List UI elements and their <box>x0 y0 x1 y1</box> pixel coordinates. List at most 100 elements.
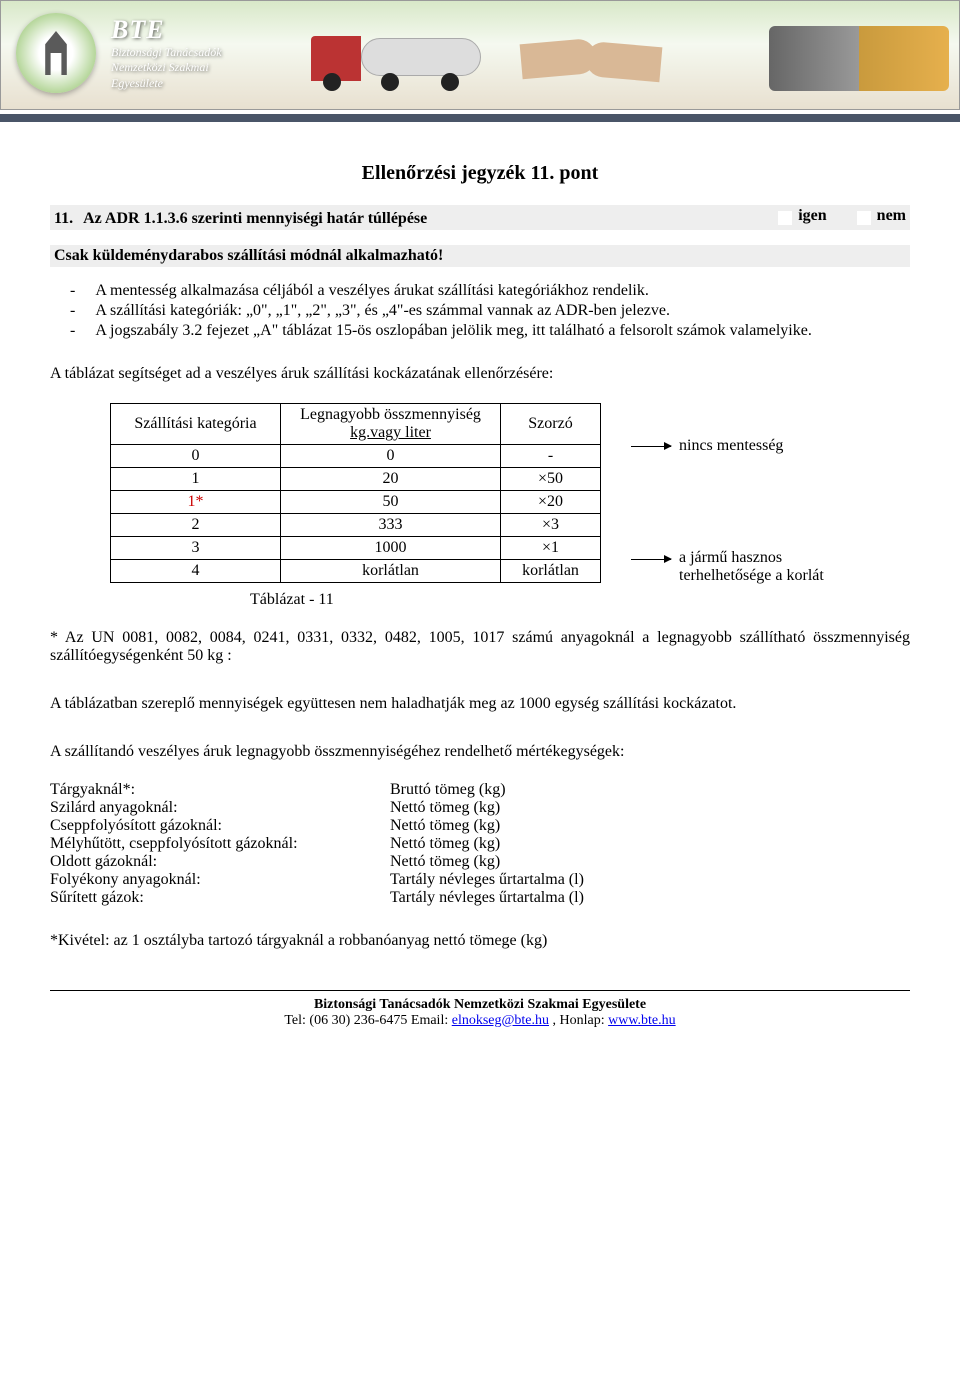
unit-row: Folyékony anyagoknál:Tartály névleges űr… <box>50 871 910 889</box>
table-cell: 20 <box>281 468 501 491</box>
table-cell: 3 <box>111 537 281 560</box>
note-bottom: a jármű hasznos terhelhetősége a korlát <box>631 549 869 585</box>
units-list: Tárgyaknál*:Bruttó tömeg (kg) Szilárd an… <box>50 781 910 907</box>
table-row: 120×50 <box>111 468 601 491</box>
question-row: 11. Az ADR 1.1.3.6 szerinti mennyiségi h… <box>50 205 910 230</box>
footer-email-link[interactable]: elnokseg@bte.hu <box>452 1013 549 1028</box>
table-cell: korlátlan <box>501 560 601 583</box>
limit-paragraph: A táblázatban szereplő mennyiségek együt… <box>50 695 910 713</box>
checkbox-yes-icon[interactable] <box>778 211 792 225</box>
option-yes-label: igen <box>798 207 826 225</box>
option-yes: igen <box>778 207 826 225</box>
table-row: 31000×1 <box>111 537 601 560</box>
bullet-text: A jogszabály 3.2 fejezet „A" táblázat 15… <box>95 322 812 340</box>
footer-site-link[interactable]: www.bte.hu <box>608 1013 676 1028</box>
bullet-item: A jogszabály 3.2 fejezet „A" táblázat 15… <box>50 322 910 340</box>
banner-sub3: Egyesülete <box>111 76 222 92</box>
table-intro: A táblázat segítséget ad a veszélyes áru… <box>50 365 910 383</box>
unit-value: Nettó tömeg (kg) <box>390 799 500 817</box>
table-cell: - <box>501 445 601 468</box>
table-cell: 1000 <box>281 537 501 560</box>
checkbox-no-icon[interactable] <box>857 211 871 225</box>
footer-site-label: , Honlap: <box>549 1013 608 1028</box>
banner-sub1: Biztonsági Tanácsadók <box>111 45 222 61</box>
bullet-text: A mentesség alkalmazása céljából a veszé… <box>95 282 649 300</box>
table-header-row: Szállítási kategória Legnagyobb összmenn… <box>111 404 601 445</box>
table-cell: 333 <box>281 514 501 537</box>
unit-row: Oldott gázoknál:Nettó tömeg (kg) <box>50 853 910 871</box>
table-caption: Táblázat - 11 <box>250 591 910 609</box>
table-cell: 4 <box>111 560 281 583</box>
unit-label: Mélyhűtött, cseppfolyósított gázoknál: <box>50 835 390 853</box>
note-bottom-text: a jármű hasznos terhelhetősége a korlát <box>679 549 869 585</box>
star-paragraph: * Az UN 0081, 0082, 0084, 0241, 0331, 03… <box>50 629 910 665</box>
table-cell: ×50 <box>501 468 601 491</box>
page-title-row: Ellenőrzési jegyzék 11. pont <box>50 162 910 185</box>
unit-value: Tartály névleges űrtartalma (l) <box>390 889 584 907</box>
table-row: 00- <box>111 445 601 468</box>
page-content: Ellenőrzési jegyzék 11. pont 11. Az ADR … <box>0 162 960 1029</box>
bullet-item: A mentesség alkalmazása céljából a veszé… <box>50 282 910 300</box>
unit-row: Mélyhűtött, cseppfolyósított gázoknál:Ne… <box>50 835 910 853</box>
unit-label: Szilárd anyagoknál: <box>50 799 390 817</box>
unit-value: Nettó tömeg (kg) <box>390 835 500 853</box>
table-header: Szállítási kategória <box>111 404 281 445</box>
bullet-text: A szállítási kategóriák: „0", „1", „2", … <box>95 302 670 320</box>
unit-label: Tárgyaknál*: <box>50 781 390 799</box>
table-cell: ×20 <box>501 491 601 514</box>
table-header: Legnagyobb összmennyiségkg.vagy liter <box>281 404 501 445</box>
page-footer: Biztonsági Tanácsadók Nemzetközi Szakmai… <box>50 990 910 1029</box>
table-cell: 2 <box>111 514 281 537</box>
unit-label: Cseppfolyósított gázoknál: <box>50 817 390 835</box>
note-top: nincs mentesség <box>631 437 783 455</box>
table-cell: ×1 <box>501 537 601 560</box>
table-cell: 1* <box>111 491 281 514</box>
bullet-item: A szállítási kategóriák: „0", „1", „2", … <box>50 302 910 320</box>
table-body: 00- 120×50 1*50×20 2333×3 31000×1 4korlá… <box>111 445 601 583</box>
arrow-icon <box>631 559 671 560</box>
unit-value: Nettó tömeg (kg) <box>390 817 500 835</box>
table-header: Szorzó <box>501 404 601 445</box>
unit-label: Oldott gázoknál: <box>50 853 390 871</box>
question-number: 11. <box>54 210 73 228</box>
unit-row: Tárgyaknál*:Bruttó tömeg (kg) <box>50 781 910 799</box>
question-text: Az ADR 1.1.3.6 szerinti mennyiségi határ… <box>83 210 748 228</box>
unit-value: Bruttó tömeg (kg) <box>390 781 506 799</box>
banner-sub2: Nemzetközi Szakmai <box>111 60 222 76</box>
table-cell: ×3 <box>501 514 601 537</box>
arrow-icon <box>631 446 671 447</box>
table-row: 4korlátlankorlátlan <box>111 560 601 583</box>
banner-brand: BTE Biztonsági Tanácsadók Nemzetközi Sza… <box>16 13 222 93</box>
units-intro: A szállítandó veszélyes áruk legnagyobb … <box>50 743 910 761</box>
table-cell: 50 <box>281 491 501 514</box>
exception-paragraph: *Kivétel: az 1 osztályba tartozó tárgyak… <box>50 932 910 950</box>
subtitle: Csak küldeménydarabos szállítási módnál … <box>50 245 910 267</box>
table-cell: korlátlan <box>281 560 501 583</box>
option-no-label: nem <box>877 207 906 225</box>
table-wrap: Szállítási kategória Legnagyobb összmenn… <box>50 403 910 583</box>
footer-org: Biztonsági Tanácsadók Nemzetközi Szakmai… <box>50 997 910 1013</box>
unit-label: Sűrített gázok: <box>50 889 390 907</box>
unit-row: Sűrített gázok:Tartály névleges űrtartal… <box>50 889 910 907</box>
bullet-list: A mentesség alkalmazása céljából a veszé… <box>50 282 910 340</box>
banner-text: BTE Biztonsági Tanácsadók Nemzetközi Sza… <box>111 15 222 92</box>
unit-value: Tartály névleges űrtartalma (l) <box>390 871 584 889</box>
table-cell: 0 <box>281 445 501 468</box>
footer-contact: Tel: (06 30) 236-6475 Email: elnokseg@bt… <box>50 1013 910 1029</box>
bte-logo-icon <box>16 13 96 93</box>
handshake-illustration-icon <box>521 26 661 91</box>
option-no: nem <box>857 207 906 225</box>
category-table: Szállítási kategória Legnagyobb összmenn… <box>110 403 601 583</box>
header-banner: BTE Biztonsági Tanácsadók Nemzetközi Sza… <box>0 0 960 110</box>
page-title: Ellenőrzési jegyzék 11. pont <box>362 162 599 184</box>
note-top-text: nincs mentesség <box>679 437 783 455</box>
unit-value: Nettó tömeg (kg) <box>390 853 500 871</box>
table-row: 1*50×20 <box>111 491 601 514</box>
truck-illustration-icon <box>311 21 491 91</box>
unit-row: Szilárd anyagoknál:Nettó tömeg (kg) <box>50 799 910 817</box>
table-cell: 1 <box>111 468 281 491</box>
train-illustration-icon <box>769 26 949 91</box>
unit-label: Folyékony anyagoknál: <box>50 871 390 889</box>
footer-tel-label: Tel: (06 30) 236-6475 Email: <box>284 1013 451 1028</box>
unit-row: Cseppfolyósított gázoknál:Nettó tömeg (k… <box>50 817 910 835</box>
